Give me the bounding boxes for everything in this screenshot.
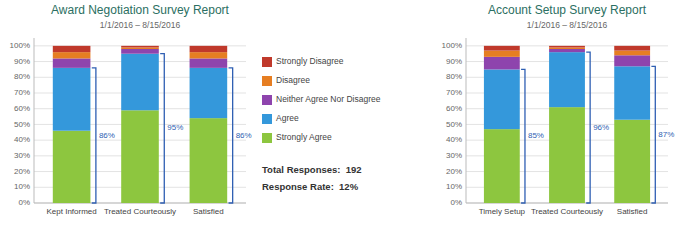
bar-segment: [614, 46, 650, 51]
legend-label: Strongly Disagree: [276, 56, 344, 66]
bar-segment: [614, 55, 650, 66]
x-tick-label: Treated Courteously: [104, 207, 176, 216]
bar-segment: [484, 129, 520, 203]
bar-segment: [549, 52, 585, 107]
bar-segment: [190, 118, 228, 203]
bracket-label: 85%: [528, 131, 544, 140]
legend-swatch: [262, 57, 272, 67]
y-tick-label: 70%: [446, 88, 462, 97]
bar-segment: [190, 46, 228, 52]
y-tick-label: 30%: [14, 151, 30, 160]
bar-segment: [190, 68, 228, 118]
y-tick-label: 70%: [14, 88, 30, 97]
bracket: [229, 68, 233, 203]
bracket: [521, 69, 525, 203]
x-tick-label: Satisfied: [193, 207, 224, 216]
x-tick-label: Kept Informed: [46, 207, 96, 216]
bar-segment: [484, 46, 520, 51]
x-tick-label: Satisfied: [617, 207, 648, 216]
y-tick-label: 10%: [14, 182, 30, 191]
y-tick-label: 50%: [446, 120, 462, 129]
bar-segment: [549, 46, 585, 48]
bracket-label: 96%: [593, 123, 609, 132]
bar-segment: [484, 51, 520, 57]
bracket: [586, 52, 590, 203]
y-tick-label: 100%: [10, 41, 30, 50]
y-tick-label: 0%: [450, 198, 462, 207]
legend-label: Disagree: [276, 75, 310, 85]
bar-segment: [121, 49, 159, 54]
bar-segment: [53, 131, 91, 203]
bar-segment: [549, 107, 585, 203]
bar-segment: [121, 110, 159, 203]
y-tick-label: 50%: [14, 120, 30, 129]
bar-segment: [190, 58, 228, 67]
title: Account Setup Survey Report: [488, 3, 647, 17]
plot: 0% 10% 20% 30% 40% 50% 60% 70% 80% 90% 100% 85% 96% 8…: [442, 3, 675, 216]
bar-segment: [549, 47, 585, 49]
bar-segment: [614, 120, 650, 203]
title: Award Negotiation Survey Report: [51, 3, 230, 17]
y-tick-label: 90%: [14, 57, 30, 66]
y-tick-label: 40%: [446, 135, 462, 144]
y-tick-label: 10%: [446, 182, 462, 191]
legend-swatch: [262, 95, 272, 105]
bar-segment: [53, 58, 91, 67]
y-tick-label: 80%: [446, 72, 462, 81]
legend-swatch: [262, 76, 272, 86]
x-tick-label: Timely Setup: [479, 207, 526, 216]
annotation: Total Responses: 192: [262, 164, 362, 175]
bracket: [160, 54, 164, 203]
bar-segment: [549, 49, 585, 52]
annotation: Response Rate: 12%: [262, 181, 359, 192]
bars: [53, 46, 227, 203]
bar-segment: [53, 68, 91, 131]
y-axis-line: [466, 38, 467, 203]
bar-segment: [121, 47, 159, 49]
y-tick-label: 0%: [18, 198, 30, 207]
y-tick-label: 40%: [14, 135, 30, 144]
bracket: [92, 68, 96, 203]
bar-segment: [484, 69, 520, 129]
bracket-label: 86%: [236, 131, 252, 140]
legend-swatch: [262, 114, 272, 124]
legend-label: Agree: [276, 113, 299, 123]
legend-label: Strongly Agree: [276, 132, 332, 142]
y-tick-label: 100%: [442, 41, 462, 50]
y-tick-label: 90%: [446, 57, 462, 66]
bracket-label: 95%: [167, 123, 183, 132]
bar-segment: [484, 57, 520, 70]
subtitle: 1/1/2016 – 8/15/2016: [100, 20, 181, 30]
bracket-label: 86%: [99, 131, 115, 140]
y-tick-label: 20%: [446, 167, 462, 176]
bar-segment: [190, 52, 228, 58]
legend: Strongly Disagree Disagree Neither Agree N…: [262, 56, 381, 143]
x-tick-label: Treated Courteously: [531, 207, 603, 216]
bracket: [651, 66, 655, 203]
y-axis-line: [34, 38, 35, 203]
y-tick-label: 60%: [14, 104, 30, 113]
bars: [484, 46, 650, 203]
y-tick-label: 80%: [14, 72, 30, 81]
bar-segment: [121, 46, 159, 48]
plot: 0% 10% 20% 30% 40% 50% 60% 70% 80% 90% 100% 86% 95% 8…: [10, 3, 252, 216]
bar-segment: [614, 51, 650, 56]
bracket-label: 87%: [658, 130, 674, 139]
bar-segment: [614, 66, 650, 119]
legend-swatch: [262, 133, 272, 143]
bar-segment: [53, 52, 91, 58]
bar-segment: [53, 46, 91, 52]
y-tick-label: 60%: [446, 104, 462, 113]
y-tick-label: 20%: [14, 167, 30, 176]
y-tick-label: 30%: [446, 151, 462, 160]
legend-label: Neither Agree Nor Disagree: [276, 94, 381, 104]
bar-segment: [121, 54, 159, 111]
chart: 0% 10% 20% 30% 40% 50% 60% 70% 80% 90% 100% 86% 95% 8…: [0, 0, 685, 231]
subtitle: 1/1/2016 – 8/15/2016: [527, 20, 608, 30]
